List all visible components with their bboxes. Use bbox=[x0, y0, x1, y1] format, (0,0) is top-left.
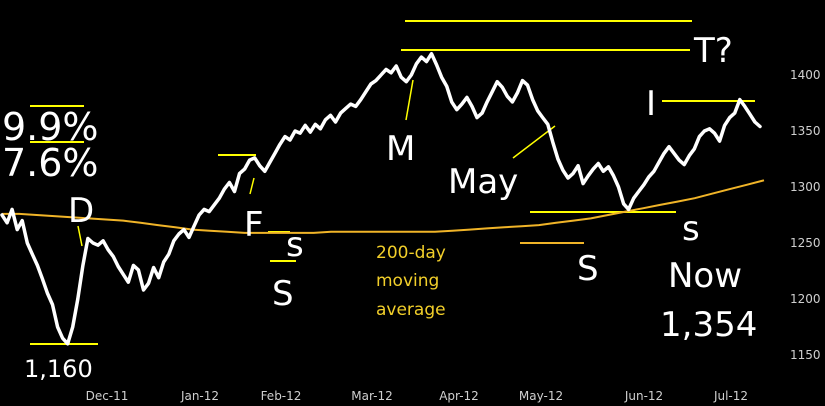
m-pointer bbox=[405, 79, 414, 121]
x-axis: Dec-11 Jan-12 Feb-12 Mar-12 Apr-12 May-12 Jun-… bbox=[86, 389, 748, 403]
marker-lines bbox=[30, 20, 755, 345]
now-label: Now bbox=[668, 256, 742, 296]
d-pointer bbox=[77, 225, 83, 247]
y-tick-label: 1150 bbox=[790, 348, 821, 362]
y-tick-label: 1400 bbox=[790, 68, 821, 82]
t-label: T? bbox=[693, 31, 733, 71]
moving-average-line bbox=[2, 179, 765, 234]
y-tick-label: 1350 bbox=[790, 124, 821, 138]
x-tick-label: Mar-12 bbox=[351, 389, 392, 403]
moving-average-layer bbox=[2, 179, 765, 234]
pct-high-label: 9.9% bbox=[2, 105, 99, 149]
x-tick-label: Jun-12 bbox=[624, 389, 663, 403]
f-s-big-label: S bbox=[272, 274, 294, 314]
f-pointer bbox=[249, 177, 255, 195]
may-label: May bbox=[448, 162, 518, 202]
low-value-label: 1,160 bbox=[24, 355, 93, 383]
index-price-line bbox=[0, 51, 762, 346]
pct-low-label: 7.6% bbox=[2, 141, 99, 185]
may-s-label: S bbox=[577, 249, 599, 289]
x-tick-label: May-12 bbox=[519, 389, 563, 403]
x-tick-label: Jan-12 bbox=[180, 389, 219, 403]
now-value-label: 1,354 bbox=[660, 305, 757, 345]
x-tick-label: Apr-12 bbox=[439, 389, 479, 403]
y-tick-label: 1250 bbox=[790, 236, 821, 250]
price-layer bbox=[0, 51, 762, 346]
jun-s-label: s bbox=[682, 209, 700, 249]
x-tick-label: Jul-12 bbox=[713, 389, 748, 403]
y-axis: 1400 1350 1300 1250 1200 1150 bbox=[790, 68, 821, 362]
f-label: F bbox=[244, 205, 264, 245]
ma-label-line1: 200-day bbox=[376, 243, 446, 263]
m-label: M bbox=[386, 129, 415, 169]
ma-label-line2: moving bbox=[376, 271, 439, 291]
d-label: D bbox=[68, 191, 94, 231]
y-tick-label: 1200 bbox=[790, 292, 821, 306]
y-tick-label: 1300 bbox=[790, 180, 821, 194]
x-tick-label: Dec-11 bbox=[86, 389, 129, 403]
f-s-small-label: s bbox=[286, 225, 304, 265]
i-label: I bbox=[646, 84, 656, 124]
x-tick-label: Feb-12 bbox=[261, 389, 302, 403]
ma-label-line3: average bbox=[376, 300, 446, 320]
